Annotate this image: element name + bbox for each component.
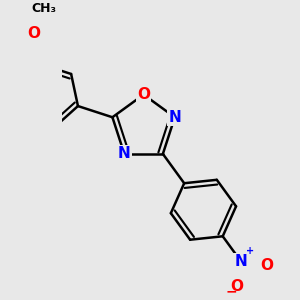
Text: O: O [27,26,40,41]
Text: O: O [230,280,243,295]
Text: O: O [260,258,273,273]
Text: N: N [235,254,248,269]
Text: +: + [246,246,254,256]
Text: −: − [225,284,237,298]
Text: O: O [137,87,150,102]
Text: N: N [168,110,181,125]
Text: N: N [118,146,131,161]
Text: CH₃: CH₃ [32,2,57,15]
